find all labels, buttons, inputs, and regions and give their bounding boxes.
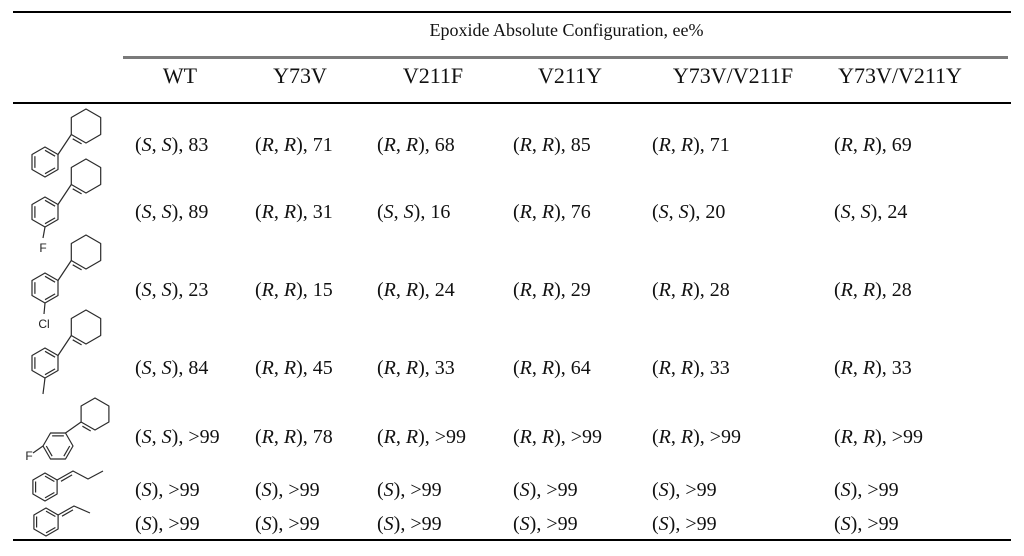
ee-cell: (S, S), >99	[135, 426, 220, 448]
fluorine-atom-label: F	[25, 449, 32, 463]
header-rule	[13, 102, 1011, 104]
ee-cell: (S, S), 23	[135, 279, 209, 301]
spanner-rule	[123, 56, 1008, 59]
ee-cell: (R, R), 69	[834, 134, 912, 156]
ee-cell: (S), >99	[513, 479, 578, 501]
ee-cell: (R, R), 33	[652, 357, 730, 379]
structure-3-chlorophenyl-cyclohexene-icon: Cl	[31, 234, 102, 331]
ee-cell: (R, R), 33	[377, 357, 455, 379]
structure-trans-1-phenyl-1-butene-icon	[32, 470, 104, 502]
ee-cell: (R, R), 24	[377, 279, 455, 301]
bottom-rule	[13, 539, 1011, 541]
ee-cell: (R, R), >99	[652, 426, 742, 448]
ee-cell: (S), >99	[652, 513, 717, 535]
ee-cell: (S), >99	[377, 513, 442, 535]
ee-cell: (R, R), 78	[255, 426, 333, 448]
structure-3-methylphenyl-cyclohexene-icon	[31, 309, 102, 395]
ee-cell: (R, R), 15	[255, 279, 333, 301]
ee-cell: (S, S), 16	[377, 201, 451, 223]
ee-cell: (R, R), 85	[513, 134, 591, 156]
ee-cell: (S, S), 89	[135, 201, 209, 223]
ee-cell: (S), >99	[135, 513, 200, 535]
ee-cell: (S), >99	[377, 479, 442, 501]
structure-3-fluorophenyl-cyclohexene-icon: F	[31, 158, 102, 255]
ee-cell: (R, R), >99	[377, 426, 467, 448]
chlorine-atom-label: Cl	[38, 317, 49, 331]
ee-cell: (S), >99	[834, 479, 899, 501]
ee-cell: (S), >99	[513, 513, 578, 535]
ee-cell: (S), >99	[652, 479, 717, 501]
structure-4-fluorophenyl-cyclohexene-icon: F	[25, 397, 110, 463]
ee-cell: (S, S), 83	[135, 134, 209, 156]
top-rule	[13, 11, 1011, 13]
ee-cell: (R, R), 68	[377, 134, 455, 156]
ee-cell: (R, R), >99	[834, 426, 924, 448]
column-header-v211f: V211F	[402, 63, 464, 88]
ee-cell: (R, R), 64	[513, 357, 591, 379]
ee-cell: (S, S), 84	[135, 357, 209, 379]
column-header-v211y: V211Y	[538, 63, 602, 88]
fluorine-atom-label: F	[39, 241, 46, 255]
ee-cell: (R, R), 28	[652, 279, 730, 301]
ee-cell: (R, R), 33	[834, 357, 912, 379]
column-header-y73v-v211f: Y73V/V211F	[672, 63, 794, 88]
ee-cell: (S, S), 20	[652, 201, 726, 223]
ee-cell: (R, R), 76	[513, 201, 591, 223]
column-header-y73v: Y73V	[273, 63, 327, 88]
structure-1-phenylcyclohexene-icon	[31, 108, 102, 178]
ee-cell: (R, R), 31	[255, 201, 333, 223]
ee-cell: (R, R), >99	[513, 426, 603, 448]
column-header-wt: WT	[162, 63, 198, 88]
column-header-y73v-v211y: Y73V/V211Y	[838, 63, 962, 88]
ee-cell: (S), >99	[834, 513, 899, 535]
ee-cell: (R, R), 29	[513, 279, 591, 301]
ee-cell: (R, R), 28	[834, 279, 912, 301]
ee-cell: (R, R), 71	[652, 134, 730, 156]
ee-cell: (R, R), 45	[255, 357, 333, 379]
ee-cell: (S), >99	[255, 513, 320, 535]
ee-cell: (S, S), 24	[834, 201, 908, 223]
ee-cell: (S), >99	[135, 479, 200, 501]
ee-cell: (S), >99	[255, 479, 320, 501]
ee-cell: (R, R), 71	[255, 134, 333, 156]
table-spanner-header: Epoxide Absolute Configuration, ee%	[429, 20, 704, 40]
structure-trans-1-phenyl-1-propene-icon	[33, 505, 91, 537]
